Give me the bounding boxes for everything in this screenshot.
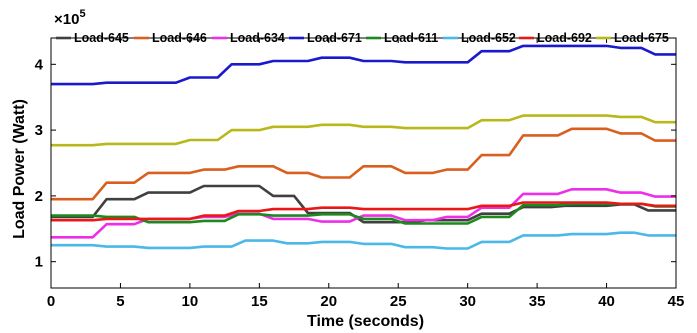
x-tick-label: 45 [668, 293, 685, 310]
legend-item-load-646: Load-646 [134, 31, 207, 45]
legend-label: Load-675 [614, 31, 669, 45]
legend-item-load-634: Load-634 [212, 31, 285, 45]
x-tick-label: 15 [251, 293, 268, 310]
y-axis-label: Load Power (Watt) [11, 99, 28, 239]
legend-item-load-652: Load-652 [443, 31, 516, 45]
plot-frame [50, 37, 677, 289]
series-layer [51, 44, 676, 250]
legend-label: Load-671 [307, 31, 362, 45]
legend-item-load-675: Load-675 [596, 31, 669, 45]
series-line-load-646 [51, 127, 676, 201]
x-tick-label: 30 [459, 293, 476, 310]
series-line-load-645 [51, 184, 676, 224]
legend-item-load-611: Load-611 [366, 31, 438, 45]
legend-label: Load-611 [384, 31, 438, 45]
x-axis-label: Time (seconds) [307, 313, 424, 330]
x-tick-label: 20 [320, 293, 337, 310]
x-tick-label: 0 [47, 293, 55, 310]
legend-item-load-645: Load-645 [56, 31, 129, 45]
legend-label: Load-646 [152, 31, 207, 45]
series-line-load-652 [51, 231, 676, 250]
y-exponent-label: ×105 [54, 8, 86, 28]
series-line-load-671 [51, 44, 676, 86]
y-tick-label: 4 [35, 56, 44, 73]
legend-item-load-671: Load-671 [289, 31, 362, 45]
y-exponent-base: ×10 [54, 11, 79, 28]
legend-label: Load-634 [230, 31, 285, 45]
y-tick-label: 3 [35, 122, 43, 139]
series-line-load-675 [51, 114, 676, 147]
legend-label: Load-692 [537, 31, 592, 45]
x-tick-label: 5 [116, 293, 124, 310]
legend-item-load-692: Load-692 [519, 31, 592, 45]
x-axis: 0 5 10 15 20 25 30 35 40 45 [47, 38, 685, 310]
legend: Load-645 Load-646 Load-634 Load-671 Load-611… [56, 31, 669, 45]
y-tick-label: 2 [35, 188, 43, 205]
y-axis: 1 2 3 4 [35, 56, 676, 271]
x-tick-label: 40 [598, 293, 615, 310]
y-tick-label: 1 [35, 254, 43, 271]
legend-label: Load-645 [74, 31, 129, 45]
legend-label: Load-652 [461, 31, 516, 45]
x-tick-label: 10 [182, 293, 199, 310]
x-tick-label: 25 [390, 293, 407, 310]
series-line-load-692 [51, 201, 676, 222]
y-exponent-power: 5 [79, 8, 85, 20]
x-tick-label: 35 [529, 293, 546, 310]
